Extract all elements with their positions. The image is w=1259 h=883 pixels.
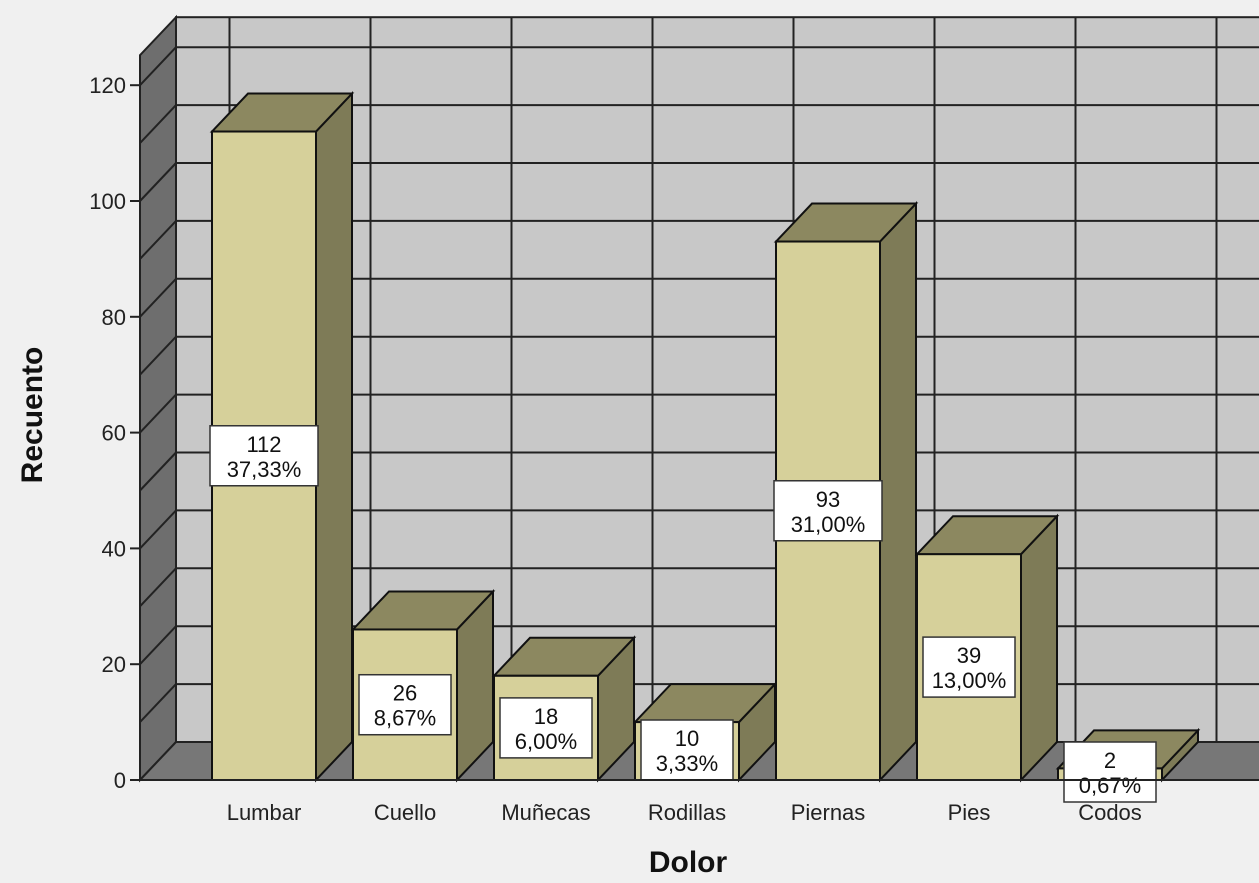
x-axis-title: Dolor [649,846,728,878]
y-tick-label: 100 [89,189,126,214]
x-category-label: Rodillas [648,800,726,825]
data-label-count: 93 [816,487,840,512]
gridline-side-minor [139,683,177,723]
y-axis-ticks: 0 20 40 60 80 100 120 [89,73,1259,793]
bar-side [1020,513,1058,783]
y-tick-label: 120 [89,73,126,98]
y-axis-title: Recuento [16,347,49,484]
y-tick-label: 80 [102,305,126,330]
data-label-count: 26 [393,681,417,706]
gridline-side [139,162,177,202]
data-label-count: 2 [1104,748,1116,773]
x-category-label: Piernas [791,800,866,825]
bar-muñecas: 186,00% [491,635,637,783]
gridline-side [139,625,177,665]
data-label-box [1063,741,1157,803]
x-category-label: Muñecas [501,800,590,825]
data-label-percent: 0,67% [1079,773,1141,798]
data-label-count: 10 [675,726,699,751]
data-label-box [773,480,883,542]
x-category-label: Cuello [374,800,436,825]
y-tick-label: 40 [102,536,126,561]
data-label-count: 18 [534,704,558,729]
data-label-box [499,697,593,759]
x-category-label: Codos [1078,800,1142,825]
data-label-percent: 6,00% [515,729,577,754]
data-label-box [358,673,452,736]
y-tick-label: 60 [102,421,126,446]
y-tick-label: 20 [102,652,126,677]
data-label-box [922,636,1016,698]
y-tick-label: 0 [114,768,126,793]
data-label-percent: 3,33% [656,751,718,776]
bar-side [315,91,353,783]
data-label-percent: 37,33% [227,457,302,482]
data-label-percent: 8,67% [374,706,436,731]
data-label-count: 112 [246,432,281,457]
gridline-side-minor [139,336,177,376]
gridline-side-minor [139,451,177,492]
bar-cuello: 268,67% [350,588,496,783]
gridline-side [139,393,177,434]
back-wall [175,16,1259,743]
gridline-side-minor [139,104,177,144]
chart-walls [137,14,1259,783]
side-wall [139,14,177,783]
gridline-side-minor [139,220,177,260]
gridline-side [139,46,177,86]
x-category-label: Pies [948,800,991,825]
gridline-side [139,509,177,550]
bar-codos: 20,67% [1055,727,1201,803]
x-axis-categories: Lumbar Cuello Muñecas Rodillas Piernas Pies Co… [227,800,1142,825]
data-label-percent: 31,00% [791,512,866,537]
bar-side [879,201,917,783]
data-label-box [209,425,319,487]
gridline-side [139,278,177,318]
data-label-box [640,719,734,781]
x-category-label: Lumbar [227,800,302,825]
gridline-side-minor [139,567,177,607]
data-label-percent: 13,00% [932,668,1007,693]
data-label-count: 39 [957,643,981,668]
bar-rodillas: 103,33% [632,681,778,783]
